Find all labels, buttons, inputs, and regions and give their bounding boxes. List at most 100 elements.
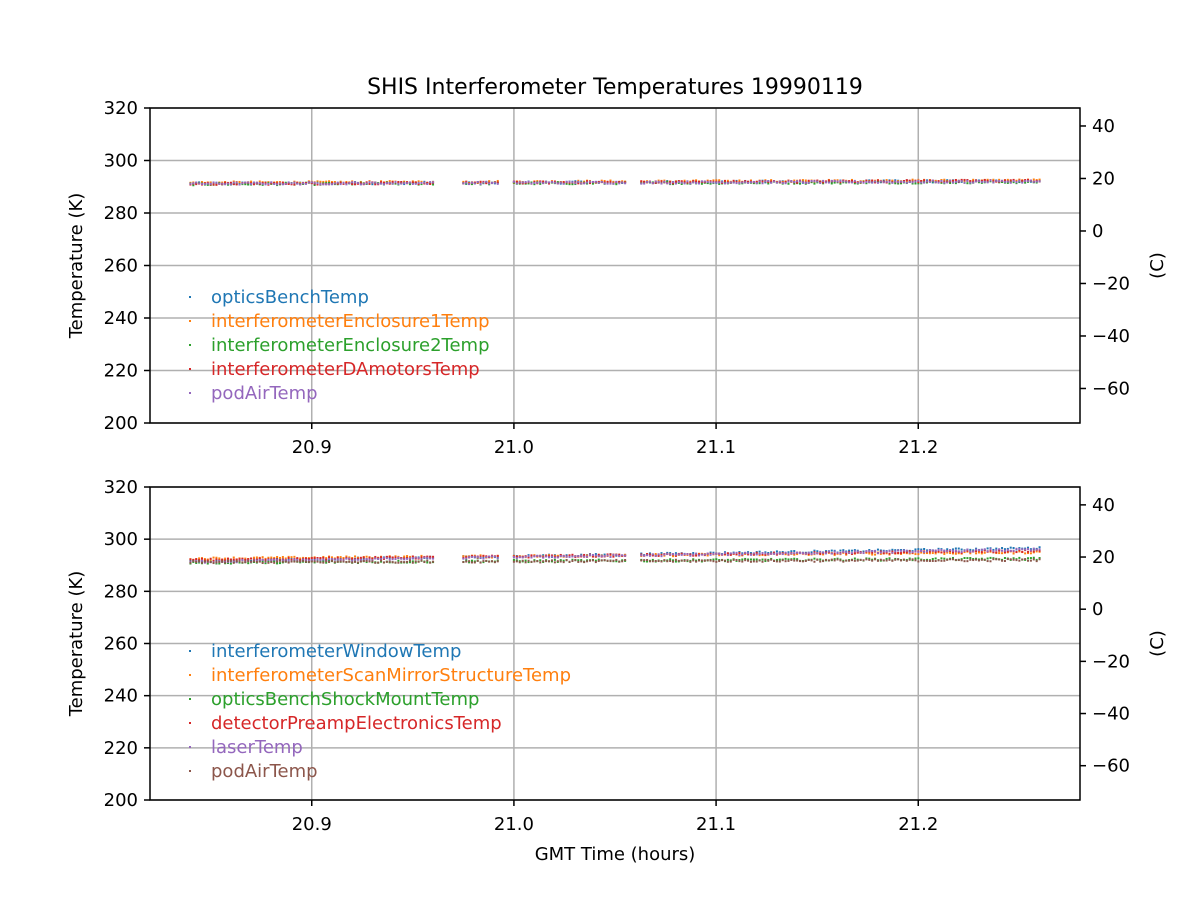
data-point xyxy=(1029,559,1032,562)
data-point xyxy=(550,559,553,562)
data-point xyxy=(926,552,929,555)
data-point xyxy=(937,181,940,184)
data-point xyxy=(539,182,542,185)
data-point xyxy=(397,561,400,564)
data-point xyxy=(588,554,591,557)
data-point xyxy=(545,555,548,558)
data-point xyxy=(325,557,328,560)
data-point xyxy=(293,555,296,558)
data-point xyxy=(1024,181,1027,184)
data-point xyxy=(345,557,348,560)
data-point xyxy=(848,551,851,554)
data-point xyxy=(917,560,920,563)
data-point xyxy=(1003,557,1006,560)
data-point xyxy=(1006,180,1009,183)
data-point xyxy=(703,553,706,556)
data-point xyxy=(876,559,879,562)
data-point xyxy=(986,178,989,181)
data-point xyxy=(853,550,856,553)
data-point xyxy=(943,549,946,552)
data-point xyxy=(319,559,322,562)
data-point xyxy=(654,559,657,562)
data-point xyxy=(940,551,943,554)
data-point xyxy=(718,554,721,557)
data-point xyxy=(709,181,712,184)
data-point xyxy=(333,181,336,184)
legend-label: interferometerDAmotorsTemp xyxy=(211,359,480,380)
data-point xyxy=(752,558,755,561)
legend-marker xyxy=(189,368,191,370)
y-tick-label: 220 xyxy=(104,361,138,382)
data-point xyxy=(542,554,545,557)
data-point xyxy=(235,561,238,564)
data-point xyxy=(868,557,871,560)
data-point xyxy=(244,558,247,561)
data-point xyxy=(545,181,548,184)
data-point xyxy=(905,180,908,183)
y-tick-label: 320 xyxy=(104,98,138,119)
legend-label: opticsBenchTemp xyxy=(211,287,369,308)
data-point xyxy=(871,179,874,182)
data-point xyxy=(394,555,397,558)
data-point xyxy=(940,559,943,562)
data-point xyxy=(328,561,331,564)
data-point xyxy=(580,560,583,563)
data-point xyxy=(423,561,426,564)
data-point xyxy=(281,183,284,186)
data-point xyxy=(1012,558,1015,561)
data-point xyxy=(741,553,744,556)
data-point xyxy=(574,182,577,185)
data-point xyxy=(928,179,931,182)
data-point xyxy=(406,182,409,185)
data-point xyxy=(267,560,270,563)
data-point xyxy=(827,550,830,553)
data-point xyxy=(556,181,559,184)
data-point xyxy=(533,559,536,562)
data-point xyxy=(491,555,494,558)
data-point xyxy=(1018,548,1021,551)
data-point xyxy=(992,558,995,561)
data-point xyxy=(833,558,836,561)
data-point xyxy=(640,182,643,185)
data-point xyxy=(542,556,545,559)
data-point xyxy=(1009,181,1012,184)
data-point xyxy=(937,547,940,550)
data-point xyxy=(218,182,221,185)
data-point xyxy=(683,553,686,556)
data-point xyxy=(917,548,920,551)
data-point xyxy=(998,552,1001,555)
data-point xyxy=(348,557,351,560)
data-point xyxy=(354,555,357,558)
data-point xyxy=(559,181,562,184)
data-point xyxy=(600,180,603,183)
data-point xyxy=(784,553,787,556)
data-point xyxy=(465,181,468,184)
data-point xyxy=(960,178,963,181)
data-point xyxy=(813,549,816,552)
data-point xyxy=(853,559,856,562)
data-point xyxy=(368,560,371,563)
data-point xyxy=(951,556,954,559)
data-point xyxy=(969,180,972,183)
data-point xyxy=(850,178,853,181)
data-point xyxy=(374,561,377,564)
data-point xyxy=(545,560,548,563)
data-point xyxy=(758,180,761,183)
data-point xyxy=(362,556,365,559)
data-point xyxy=(368,556,371,559)
series-laserTemp xyxy=(189,547,1041,564)
data-point xyxy=(764,180,767,183)
data-point xyxy=(654,181,657,184)
data-point xyxy=(209,181,212,184)
data-point xyxy=(975,552,978,555)
data-point xyxy=(539,559,542,562)
data-point xyxy=(342,559,345,562)
data-point xyxy=(267,556,270,559)
data-point xyxy=(559,555,562,558)
data-point xyxy=(680,182,683,185)
data-point xyxy=(621,560,624,563)
data-point xyxy=(328,181,331,184)
data-point xyxy=(764,558,767,561)
data-point xyxy=(885,557,888,560)
data-point xyxy=(807,181,810,184)
